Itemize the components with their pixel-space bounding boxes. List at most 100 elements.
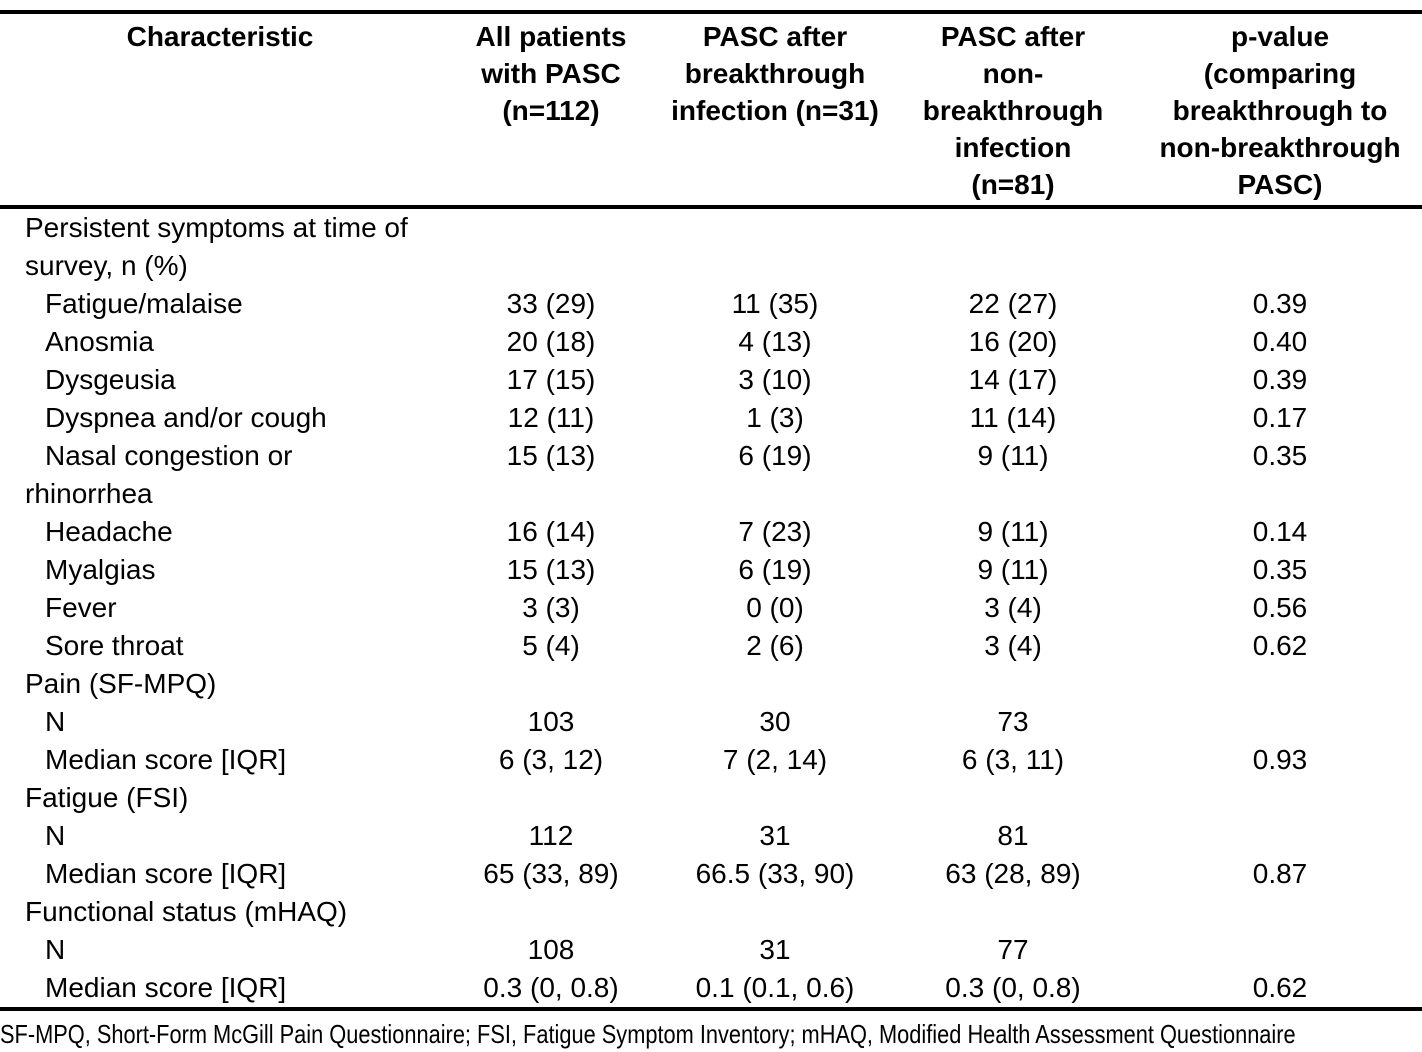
table-row: Pain (SF-MPQ) — [0, 665, 1422, 703]
cell-value: 33 (29) — [506, 288, 596, 319]
cell-value: 65 (33, 89) — [483, 858, 619, 889]
table-row: Dysgeusia 17 (15) 3 (10) 14 (17) 0.39 — [0, 361, 1422, 399]
cell-value: 0.3 (0, 0.8) — [483, 972, 619, 1003]
cell-value: 0.39 — [1252, 364, 1308, 395]
cell-value: 22 (27) — [968, 288, 1058, 319]
cell-value: 81 — [997, 820, 1029, 851]
cell-value: 5 (4) — [522, 630, 580, 661]
row-label: Median score [IQR] — [45, 744, 287, 775]
cell-value: 20 (18) — [506, 326, 596, 357]
row-label: Dyspnea and/or cough — [45, 402, 327, 433]
table-row: Headache 16 (14) 7 (23) 9 (11) 0.14 — [0, 513, 1422, 551]
abbreviation-footnote: SF-MPQ, Short-Form McGill Pain Questionn… — [0, 1019, 1296, 1049]
row-label: N — [45, 706, 66, 737]
cell-value: 3 (4) — [984, 630, 1042, 661]
column-header-all-patients: All patients with PASC (n=112) — [475, 21, 627, 126]
table-row: Median score [IQR] 6 (3, 12) 7 (2, 14) 6 (3… — [0, 741, 1422, 779]
row-label: Pain (SF-MPQ) — [25, 668, 217, 699]
table-row: Persistent symptoms at time of survey, n… — [0, 209, 1422, 285]
row-label: Dysgeusia — [45, 364, 176, 395]
cell-value: 1 (3) — [746, 402, 804, 433]
cell-value: 0.35 — [1252, 440, 1308, 471]
cell-value: 0 (0) — [746, 592, 804, 623]
cell-value: 9 (11) — [977, 440, 1049, 471]
cell-value: 73 — [997, 706, 1029, 737]
cell-value: 63 (28, 89) — [945, 858, 1081, 889]
table-row: Functional status (mHAQ) — [0, 893, 1422, 931]
table-row: N 112 31 81 — [0, 817, 1422, 855]
table-bottom-border — [0, 1007, 1422, 1011]
cell-value: 7 (23) — [738, 516, 812, 547]
cell-value: 6 (3, 12) — [498, 744, 604, 775]
column-header-non-breakthrough: PASC after non- breakthrough infection (… — [922, 21, 1104, 200]
cell-value: 7 (2, 14) — [722, 744, 828, 775]
cell-value: 77 — [997, 934, 1029, 965]
table-row: Nasal congestion or rhinorrhea 15 (13) 6 (… — [0, 437, 1422, 513]
cell-value: 0.62 — [1252, 972, 1308, 1003]
table-row: Median score [IQR] 0.3 (0, 0.8) 0.1 (0.1, … — [0, 969, 1422, 1007]
cell-value: 3 (4) — [984, 592, 1042, 623]
cell-value: 6 (19) — [738, 440, 812, 471]
row-label: Fever — [45, 592, 117, 623]
row-label: Headache — [45, 516, 173, 547]
table-row: Myalgias 15 (13) 6 (19) 9 (11) 0.35 — [0, 551, 1422, 589]
table-row: Dyspnea and/or cough 12 (11) 1 (3) 11 (14) 0… — [0, 399, 1422, 437]
cell-value: 66.5 (33, 90) — [695, 858, 855, 889]
cell-value: 3 (3) — [522, 592, 580, 623]
cell-value: 0.40 — [1252, 326, 1308, 357]
cell-value: 9 (11) — [977, 516, 1049, 547]
cell-value: 0.3 (0, 0.8) — [945, 972, 1081, 1003]
row-label: Fatigue/malaise — [45, 288, 243, 319]
table-row: Anosmia 20 (18) 4 (13) 16 (20) 0.40 — [0, 323, 1422, 361]
table-header-separator — [0, 205, 1422, 209]
cell-value: 0.93 — [1252, 744, 1308, 775]
cell-value: 30 — [759, 706, 791, 737]
cell-value: 15 (13) — [506, 554, 596, 585]
cell-value: 0.62 — [1252, 630, 1308, 661]
cell-value: 11 (35) — [731, 288, 819, 319]
cell-value: 6 (19) — [738, 554, 812, 585]
cell-value: 0.17 — [1252, 402, 1308, 433]
row-label: Median score [IQR] — [45, 858, 287, 889]
cell-value: 3 (10) — [738, 364, 812, 395]
cell-value: 31 — [759, 934, 791, 965]
row-label: Fatigue (FSI) — [25, 782, 189, 813]
row-label: Persistent symptoms at time of survey, n… — [25, 212, 408, 281]
column-header-characteristic: Characteristic — [126, 21, 314, 52]
table-row: N 108 31 77 — [0, 931, 1422, 969]
cell-value: 2 (6) — [746, 630, 804, 661]
row-label: Nasal congestion or rhinorrhea — [25, 440, 293, 509]
table-row: Fever 3 (3) 0 (0) 3 (4) 0.56 — [0, 589, 1422, 627]
cell-value: 16 (20) — [968, 326, 1058, 357]
row-label: Functional status (mHAQ) — [25, 896, 348, 927]
cell-value: 0.39 — [1252, 288, 1308, 319]
cell-value: 4 (13) — [738, 326, 812, 357]
cell-value: 9 (11) — [977, 554, 1049, 585]
cell-value: 0.1 (0.1, 0.6) — [695, 972, 855, 1003]
cell-value: 0.14 — [1252, 516, 1308, 547]
row-label: N — [45, 820, 66, 851]
cell-value: 6 (3, 11) — [961, 744, 1065, 775]
table-header-row: Characteristic All patients with PASC (n… — [0, 14, 1422, 205]
table-footnote-area: SF-MPQ, Short-Form McGill Pain Questionn… — [0, 1011, 1422, 1050]
row-label: Median score [IQR] — [45, 972, 287, 1003]
column-header-p-value: p-value (comparing breakthrough to non-b… — [1159, 21, 1401, 200]
row-label: N — [45, 934, 66, 965]
column-header-breakthrough: PASC after breakthrough infection (n=31) — [671, 21, 879, 126]
row-label: Myalgias — [45, 554, 156, 585]
cell-value: 0.87 — [1252, 858, 1308, 889]
cell-value: 31 — [759, 820, 791, 851]
cell-value: 14 (17) — [968, 364, 1058, 395]
table-body: Persistent symptoms at time of survey, n… — [0, 209, 1422, 1007]
table-row: Fatigue (FSI) — [0, 779, 1422, 817]
cell-value: 0.35 — [1252, 554, 1308, 585]
cell-value: 11 (14) — [969, 402, 1057, 433]
table-row: Sore throat 5 (4) 2 (6) 3 (4) 0.62 — [0, 627, 1422, 665]
table-top-border — [0, 10, 1422, 14]
row-label: Sore throat — [45, 630, 184, 661]
cell-value: 17 (15) — [506, 364, 596, 395]
table-row: Median score [IQR] 65 (33, 89) 66.5 (33, 9… — [0, 855, 1422, 893]
table-row: Fatigue/malaise 33 (29) 11 (35) 22 (27) 0.39 — [0, 285, 1422, 323]
cell-value: 103 — [527, 706, 575, 737]
